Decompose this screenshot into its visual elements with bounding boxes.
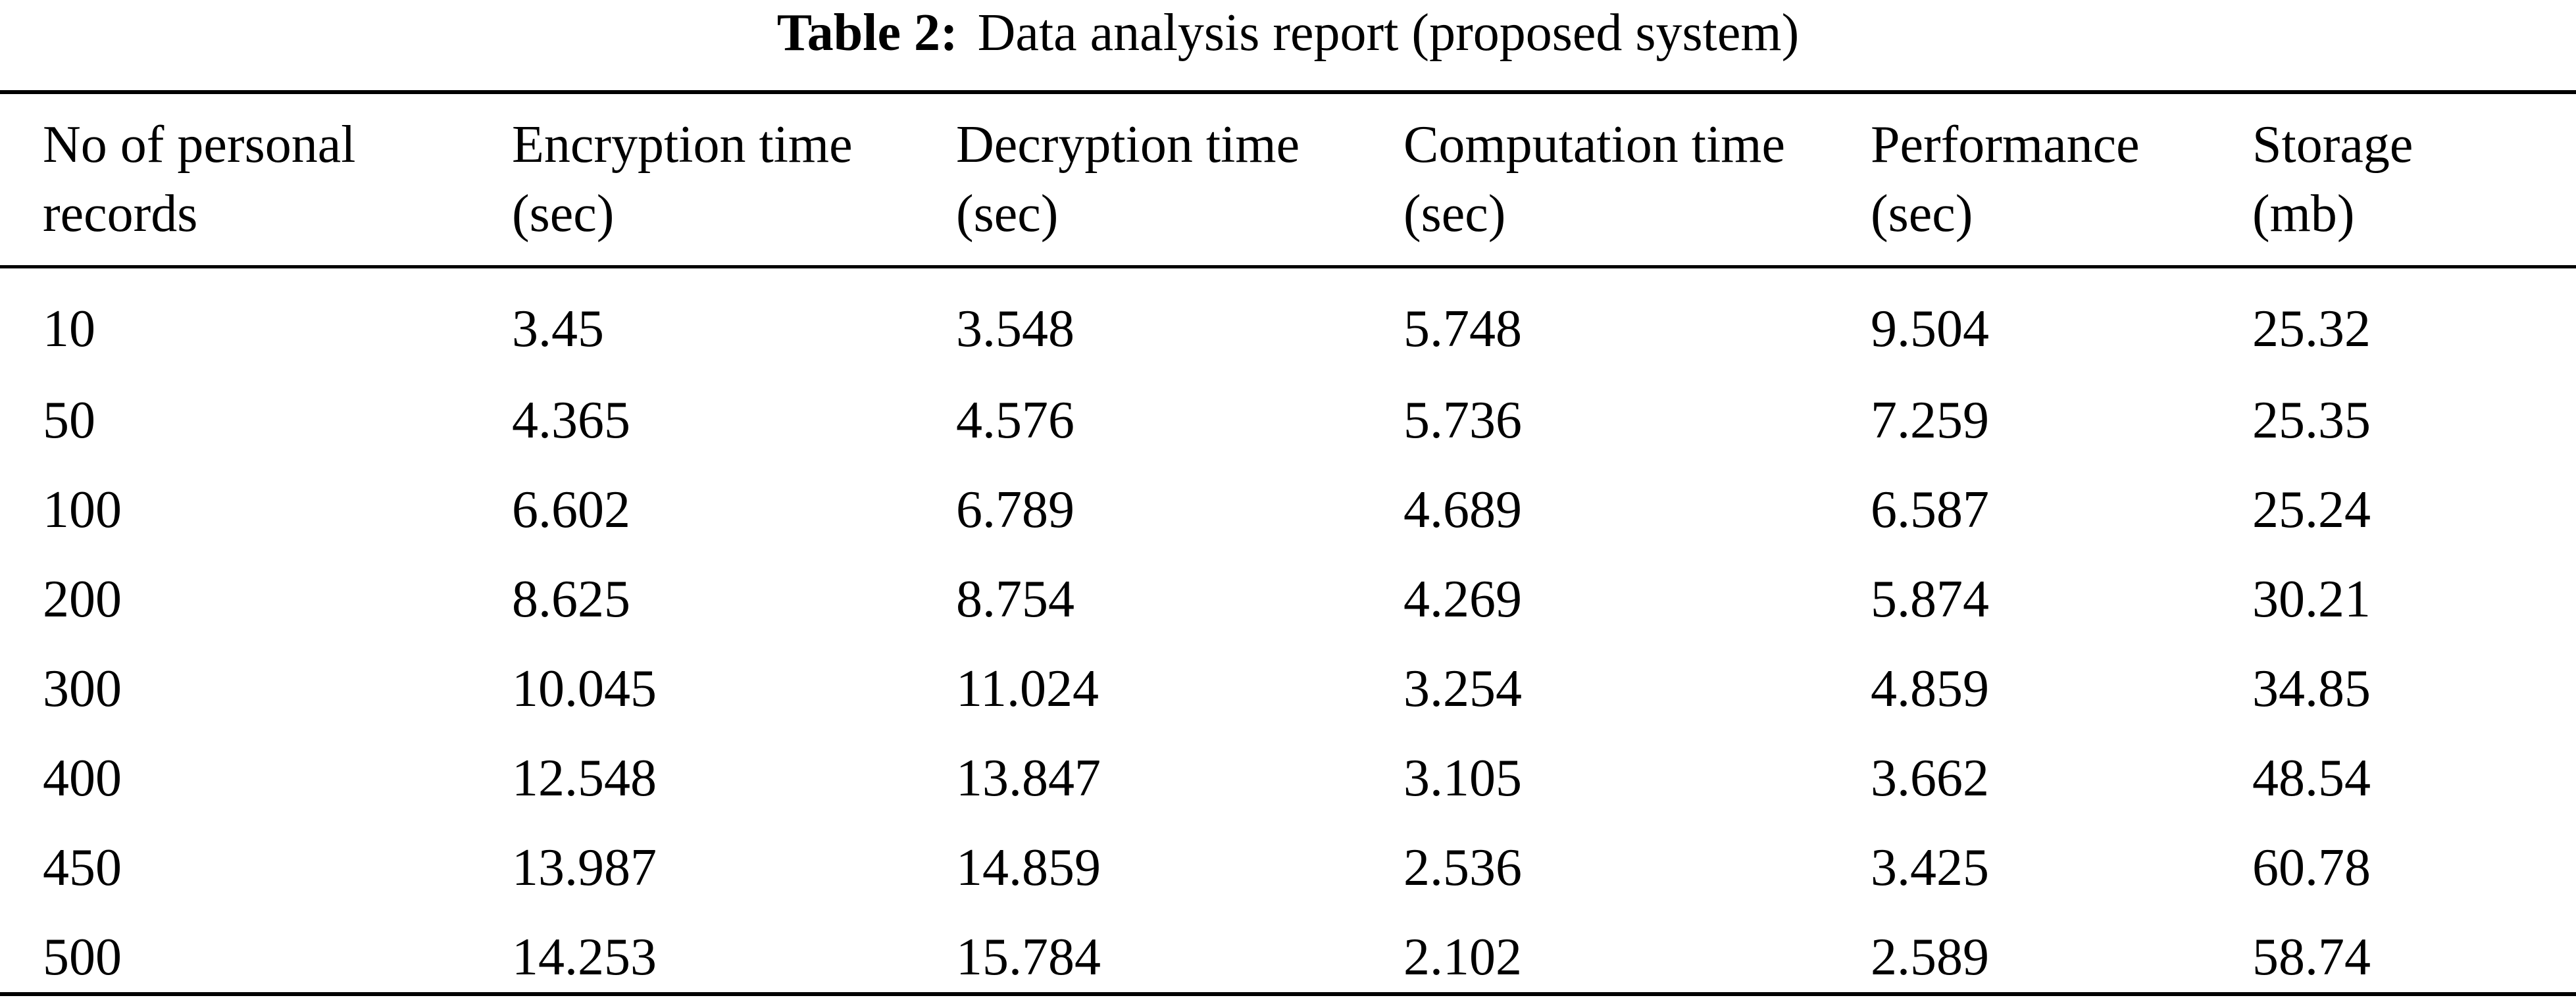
table-top-rule [0, 90, 2576, 94]
table-row: 450 13.987 14.859 2.536 3.425 60.78 [0, 823, 2576, 913]
cell-decryption-time: 8.754 [956, 570, 1074, 628]
cell-performance: 7.259 [1871, 391, 1989, 449]
data-table: No of personal records Encryption time (se… [0, 94, 2576, 1002]
column-header-decryption-time: Decryption time (sec) [956, 116, 1300, 243]
cell-performance: 9.504 [1871, 299, 1989, 358]
cell-records: 500 [43, 928, 122, 986]
cell-computation-time: 4.269 [1403, 570, 1522, 628]
cell-computation-time: 5.748 [1403, 299, 1522, 358]
cell-decryption-time: 3.548 [956, 299, 1074, 358]
table-row: 500 14.253 15.784 2.102 2.589 58.74 [0, 913, 2576, 1002]
table-header-rule [0, 265, 2576, 268]
cell-storage: 58.74 [2252, 928, 2371, 986]
column-header-computation-time: Computation time (sec) [1403, 116, 1785, 243]
cell-performance: 6.587 [1871, 480, 1989, 539]
table-header-row: No of personal records Encryption time (se… [0, 94, 2576, 265]
cell-records: 450 [43, 838, 122, 897]
cell-records: 300 [43, 659, 122, 718]
cell-decryption-time: 13.847 [956, 749, 1101, 807]
cell-records: 200 [43, 570, 122, 628]
cell-computation-time: 2.102 [1403, 928, 1522, 986]
cell-performance: 5.874 [1871, 570, 1989, 628]
cell-encryption-time: 13.987 [512, 838, 657, 897]
column-header-performance: Performance (sec) [1871, 116, 2140, 243]
cell-encryption-time: 14.253 [512, 928, 657, 986]
cell-storage: 25.32 [2252, 299, 2371, 358]
cell-performance: 3.662 [1871, 749, 1989, 807]
cell-decryption-time: 11.024 [956, 659, 1099, 718]
cell-performance: 4.859 [1871, 659, 1989, 718]
cell-encryption-time: 4.365 [512, 391, 630, 449]
table-row: 400 12.548 13.847 3.105 3.662 48.54 [0, 734, 2576, 823]
column-header-records: No of personal records [43, 116, 356, 243]
caption-label: Table 2: [776, 4, 958, 62]
cell-computation-time: 5.736 [1403, 391, 1522, 449]
cell-computation-time: 2.536 [1403, 838, 1522, 897]
column-header-storage: Storage (mb) [2252, 116, 2413, 243]
cell-decryption-time: 14.859 [956, 838, 1101, 897]
table-row: 100 6.602 6.789 4.689 6.587 25.24 [0, 465, 2576, 555]
cell-records: 50 [43, 391, 95, 449]
cell-computation-time: 4.689 [1403, 480, 1522, 539]
cell-decryption-time: 6.789 [956, 480, 1074, 539]
cell-encryption-time: 10.045 [512, 659, 657, 718]
cell-storage: 25.24 [2252, 480, 2371, 539]
table-row: 300 10.045 11.024 3.254 4.859 34.85 [0, 644, 2576, 734]
table-row: 200 8.625 8.754 4.269 5.874 30.21 [0, 555, 2576, 644]
table-row: 10 3.45 3.548 5.748 9.504 25.32 [0, 265, 2576, 376]
table-bottom-rule [0, 992, 2576, 996]
table-row: 50 4.365 4.576 5.736 7.259 25.35 [0, 376, 2576, 465]
cell-decryption-time: 15.784 [956, 928, 1101, 986]
cell-records: 10 [43, 299, 95, 358]
column-header-encryption-time: Encryption time (sec) [512, 116, 853, 243]
cell-encryption-time: 8.625 [512, 570, 630, 628]
table-caption: Table 2: Data analysis report (proposed s… [0, 0, 2576, 86]
cell-storage: 48.54 [2252, 749, 2371, 807]
cell-storage: 60.78 [2252, 838, 2371, 897]
cell-encryption-time: 3.45 [512, 299, 604, 358]
cell-encryption-time: 12.548 [512, 749, 657, 807]
cell-storage: 34.85 [2252, 659, 2371, 718]
cell-decryption-time: 4.576 [956, 391, 1074, 449]
cell-records: 100 [43, 480, 122, 539]
cell-encryption-time: 6.602 [512, 480, 630, 539]
cell-performance: 3.425 [1871, 838, 1989, 897]
cell-storage: 25.35 [2252, 391, 2371, 449]
cell-computation-time: 3.105 [1403, 749, 1522, 807]
cell-performance: 2.589 [1871, 928, 1989, 986]
cell-records: 400 [43, 749, 122, 807]
cell-storage: 30.21 [2252, 570, 2371, 628]
caption-text: Data analysis report (proposed system) [977, 4, 1800, 62]
cell-computation-time: 3.254 [1403, 659, 1522, 718]
